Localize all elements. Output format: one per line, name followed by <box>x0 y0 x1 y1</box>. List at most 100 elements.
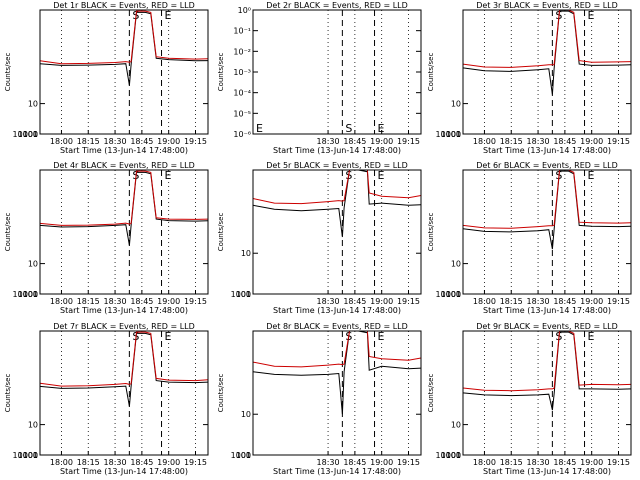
events-series-line <box>253 170 421 238</box>
plot-frame <box>39 9 209 135</box>
x-tick-label: 18:15 <box>500 458 523 467</box>
marker-label: E <box>588 9 595 22</box>
x-tick-label: 19:00 <box>370 458 393 467</box>
x-tick-label: 18:30 <box>527 297 550 306</box>
y-tick-label: 100 <box>236 451 251 460</box>
plot-frame <box>252 9 422 135</box>
chart-title: Det 2r BLACK = Events, RED = LLD <box>266 1 408 10</box>
lld-series-line <box>463 170 631 229</box>
plot-frame <box>462 330 632 456</box>
y-tick-label: 1000 <box>231 451 251 460</box>
y-tick-label: 10⁰ <box>238 6 251 15</box>
events-series-line <box>463 10 631 95</box>
x-tick-label: 18:30 <box>104 458 127 467</box>
events-series-line <box>40 11 208 86</box>
y-tick-label: 10000 <box>13 451 38 460</box>
y-tick-label: 1000 <box>441 130 461 139</box>
y-tick-label: 10 <box>28 260 38 269</box>
y-tick-label: 1 <box>33 130 38 139</box>
y-tick-label: 100 <box>23 451 38 460</box>
x-axis-label: Start Time (13-Jun-14 17:48:00) <box>60 467 188 476</box>
plot-frame <box>39 330 209 456</box>
y-tick-label: 1 <box>456 451 461 460</box>
x-tick-label: 19:15 <box>397 297 420 306</box>
x-tick-label: 19:15 <box>184 297 207 306</box>
marker-label: E <box>165 9 172 22</box>
marker-label: E <box>165 169 172 182</box>
y-tick-label: 100 <box>236 290 251 299</box>
x-axis-label: Start Time (13-Jun-14 17:48:00) <box>60 306 188 315</box>
y-tick-label: 10000 <box>13 290 38 299</box>
series-group <box>463 10 631 95</box>
x-tick-label: 19:00 <box>580 297 603 306</box>
series-group <box>253 331 421 415</box>
y-tick-label: 100 <box>23 290 38 299</box>
chart-title: Det 8r BLACK = Events, RED = LLD <box>266 322 408 331</box>
events-series-line <box>463 170 631 250</box>
y-tick-label: 1 <box>33 451 38 460</box>
plot-frame <box>462 9 632 135</box>
marker-label: E <box>378 122 385 135</box>
x-axis-label: Start Time (13-Jun-14 17:48:00) <box>273 467 401 476</box>
x-tick-label: 19:15 <box>397 137 420 146</box>
y-tick-label: 10⁻⁶ <box>233 130 251 139</box>
x-tick-label: 18:45 <box>343 458 366 467</box>
x-tick-label: 19:15 <box>607 297 630 306</box>
marker-label: S <box>345 122 352 135</box>
y-tick-label: 10⁻¹ <box>233 27 251 36</box>
x-tick-label: 18:00 <box>50 458 73 467</box>
y-tick-label: 10 <box>28 421 38 430</box>
y-tick-label: 10 <box>451 421 461 430</box>
x-tick-label: 19:00 <box>157 458 180 467</box>
x-tick-label: 18:45 <box>553 458 576 467</box>
chart-title: Det 5r BLACK = Events, RED = LLD <box>266 161 408 170</box>
y-axis-label: Counts/sec <box>217 213 225 252</box>
y-tick-label: 10000 <box>436 130 461 139</box>
lld-series-line <box>463 331 631 392</box>
y-tick-label: 10 <box>241 410 251 419</box>
x-axis-label: Start Time (13-Jun-14 17:48:00) <box>273 146 401 155</box>
chart-title: Det 3r BLACK = Events, RED = LLD <box>476 1 618 10</box>
y-tick-label: 1000 <box>441 451 461 460</box>
x-tick-label: 18:00 <box>50 137 73 146</box>
lld-series-line <box>253 170 421 205</box>
y-axis-label: Counts/sec <box>427 53 435 92</box>
x-tick-label: 18:45 <box>130 297 153 306</box>
chart-panel-2: Det 2r BLACK = Events, RED = LLD S E E 10⁻⁶ 1… <box>217 1 422 155</box>
x-tick-label: 18:30 <box>104 297 127 306</box>
x-tick-label: 18:30 <box>317 297 340 306</box>
chart-title: Det 6r BLACK = Events, RED = LLD <box>476 161 618 170</box>
series-group <box>40 331 208 407</box>
x-tick-label: 18:30 <box>104 137 127 146</box>
marker-label: E <box>588 169 595 182</box>
plot-frame <box>462 169 632 295</box>
y-tick-label: 1000 <box>18 290 38 299</box>
y-axis-label: Counts/sec <box>4 374 12 413</box>
y-tick-label: 1000 <box>18 130 38 139</box>
x-tick-label: 19:15 <box>607 137 630 146</box>
y-axis-label: Counts/sec <box>217 374 225 413</box>
y-tick-label: 1 <box>246 451 251 460</box>
x-tick-label: 18:15 <box>77 137 100 146</box>
x-tick-label: 19:00 <box>580 458 603 467</box>
x-tick-label: 18:00 <box>50 297 73 306</box>
y-tick-label: 10⁻² <box>233 47 251 56</box>
y-tick-label: 1 <box>456 130 461 139</box>
x-axis-label: Start Time (13-Jun-14 17:48:00) <box>60 146 188 155</box>
marker-label: E <box>256 122 263 135</box>
x-tick-label: 18:30 <box>527 137 550 146</box>
x-tick-label: 18:45 <box>553 297 576 306</box>
x-tick-label: 18:45 <box>553 137 576 146</box>
y-tick-label: 10⁻⁵ <box>233 109 251 118</box>
x-tick-label: 18:00 <box>473 137 496 146</box>
y-tick-label: 100 <box>446 451 461 460</box>
y-tick-label: 1000 <box>441 290 461 299</box>
y-tick-label: 100 <box>23 130 38 139</box>
x-tick-label: 19:15 <box>397 458 420 467</box>
